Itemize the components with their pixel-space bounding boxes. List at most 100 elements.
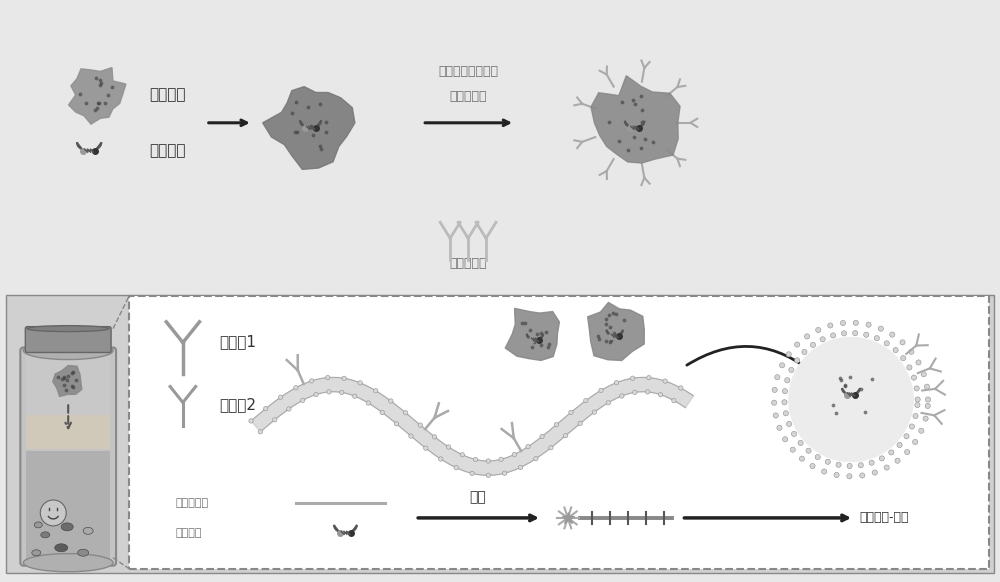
Circle shape bbox=[454, 466, 458, 470]
Text: 高分子材料: 高分子材料 bbox=[449, 257, 487, 270]
Circle shape bbox=[782, 400, 787, 405]
Circle shape bbox=[630, 376, 635, 381]
Circle shape bbox=[822, 469, 827, 474]
Circle shape bbox=[858, 463, 863, 468]
Circle shape bbox=[287, 407, 291, 411]
Circle shape bbox=[554, 423, 559, 427]
Circle shape bbox=[779, 363, 785, 368]
Circle shape bbox=[847, 463, 852, 469]
Ellipse shape bbox=[34, 522, 42, 528]
Circle shape bbox=[301, 398, 305, 403]
Circle shape bbox=[884, 465, 889, 470]
Text: 膜蛋白2: 膜蛋白2 bbox=[219, 397, 256, 412]
Circle shape bbox=[853, 331, 858, 336]
Circle shape bbox=[578, 421, 582, 425]
Circle shape bbox=[916, 360, 921, 365]
Circle shape bbox=[924, 384, 930, 389]
Circle shape bbox=[872, 470, 877, 475]
Circle shape bbox=[327, 390, 331, 394]
Circle shape bbox=[424, 446, 428, 450]
Circle shape bbox=[790, 447, 795, 452]
Ellipse shape bbox=[27, 326, 109, 332]
Circle shape bbox=[834, 473, 839, 478]
Text: 高分子材料: 高分子材料 bbox=[449, 90, 487, 103]
Circle shape bbox=[925, 397, 931, 402]
Circle shape bbox=[366, 401, 370, 405]
Circle shape bbox=[878, 326, 883, 331]
Circle shape bbox=[614, 381, 619, 385]
Circle shape bbox=[825, 459, 830, 464]
Circle shape bbox=[403, 411, 408, 415]
Circle shape bbox=[799, 456, 805, 462]
Circle shape bbox=[273, 417, 277, 422]
Circle shape bbox=[864, 332, 869, 338]
Circle shape bbox=[569, 410, 573, 414]
Circle shape bbox=[901, 356, 906, 361]
Circle shape bbox=[258, 430, 263, 434]
Text: 分子信标: 分子信标 bbox=[149, 143, 185, 158]
Circle shape bbox=[486, 459, 490, 463]
Circle shape bbox=[841, 331, 847, 336]
Circle shape bbox=[915, 397, 920, 402]
Circle shape bbox=[499, 457, 503, 462]
Circle shape bbox=[394, 421, 399, 426]
Circle shape bbox=[783, 411, 788, 416]
Circle shape bbox=[249, 418, 253, 423]
Circle shape bbox=[380, 410, 384, 415]
Circle shape bbox=[909, 349, 914, 354]
Circle shape bbox=[470, 471, 474, 475]
Circle shape bbox=[893, 347, 898, 353]
Circle shape bbox=[314, 392, 318, 397]
Circle shape bbox=[810, 463, 815, 469]
Ellipse shape bbox=[83, 527, 93, 534]
FancyBboxPatch shape bbox=[25, 327, 111, 353]
Text: 适配体化或多肽化: 适配体化或多肽化 bbox=[438, 65, 498, 78]
Circle shape bbox=[432, 435, 437, 439]
Ellipse shape bbox=[41, 532, 50, 538]
Text: 分子信标-核酸: 分子信标-核酸 bbox=[859, 512, 908, 524]
Circle shape bbox=[847, 474, 852, 479]
Circle shape bbox=[795, 358, 800, 363]
Polygon shape bbox=[53, 365, 82, 396]
Circle shape bbox=[409, 434, 413, 438]
Circle shape bbox=[913, 413, 918, 418]
Circle shape bbox=[914, 386, 919, 391]
Circle shape bbox=[904, 434, 909, 439]
Circle shape bbox=[815, 455, 820, 460]
Circle shape bbox=[890, 332, 895, 337]
Circle shape bbox=[913, 439, 918, 445]
Circle shape bbox=[502, 471, 507, 475]
Circle shape bbox=[831, 333, 836, 338]
Bar bbox=[26, 451, 110, 560]
Circle shape bbox=[592, 410, 597, 414]
FancyBboxPatch shape bbox=[20, 347, 116, 566]
Circle shape bbox=[439, 457, 443, 461]
Circle shape bbox=[905, 449, 910, 455]
Circle shape bbox=[828, 323, 833, 328]
Circle shape bbox=[874, 336, 879, 341]
Circle shape bbox=[884, 340, 889, 346]
Text: 膜蛋白1: 膜蛋白1 bbox=[219, 334, 256, 349]
Bar bbox=[26, 356, 110, 415]
Circle shape bbox=[486, 473, 491, 477]
Circle shape bbox=[866, 322, 871, 327]
Circle shape bbox=[446, 445, 451, 449]
Circle shape bbox=[772, 400, 777, 405]
Polygon shape bbox=[251, 377, 693, 475]
Circle shape bbox=[775, 375, 780, 380]
Circle shape bbox=[786, 421, 792, 427]
Circle shape bbox=[418, 423, 422, 427]
Circle shape bbox=[806, 448, 811, 453]
FancyBboxPatch shape bbox=[129, 296, 989, 569]
Circle shape bbox=[783, 436, 788, 442]
Circle shape bbox=[900, 340, 905, 345]
Circle shape bbox=[889, 450, 894, 455]
Ellipse shape bbox=[78, 549, 89, 556]
Circle shape bbox=[879, 456, 884, 461]
Text: 鱼精蛋白: 鱼精蛋白 bbox=[149, 87, 185, 102]
Circle shape bbox=[647, 375, 651, 380]
Circle shape bbox=[549, 446, 553, 450]
Circle shape bbox=[534, 456, 538, 461]
Circle shape bbox=[518, 465, 523, 470]
Circle shape bbox=[606, 400, 611, 405]
